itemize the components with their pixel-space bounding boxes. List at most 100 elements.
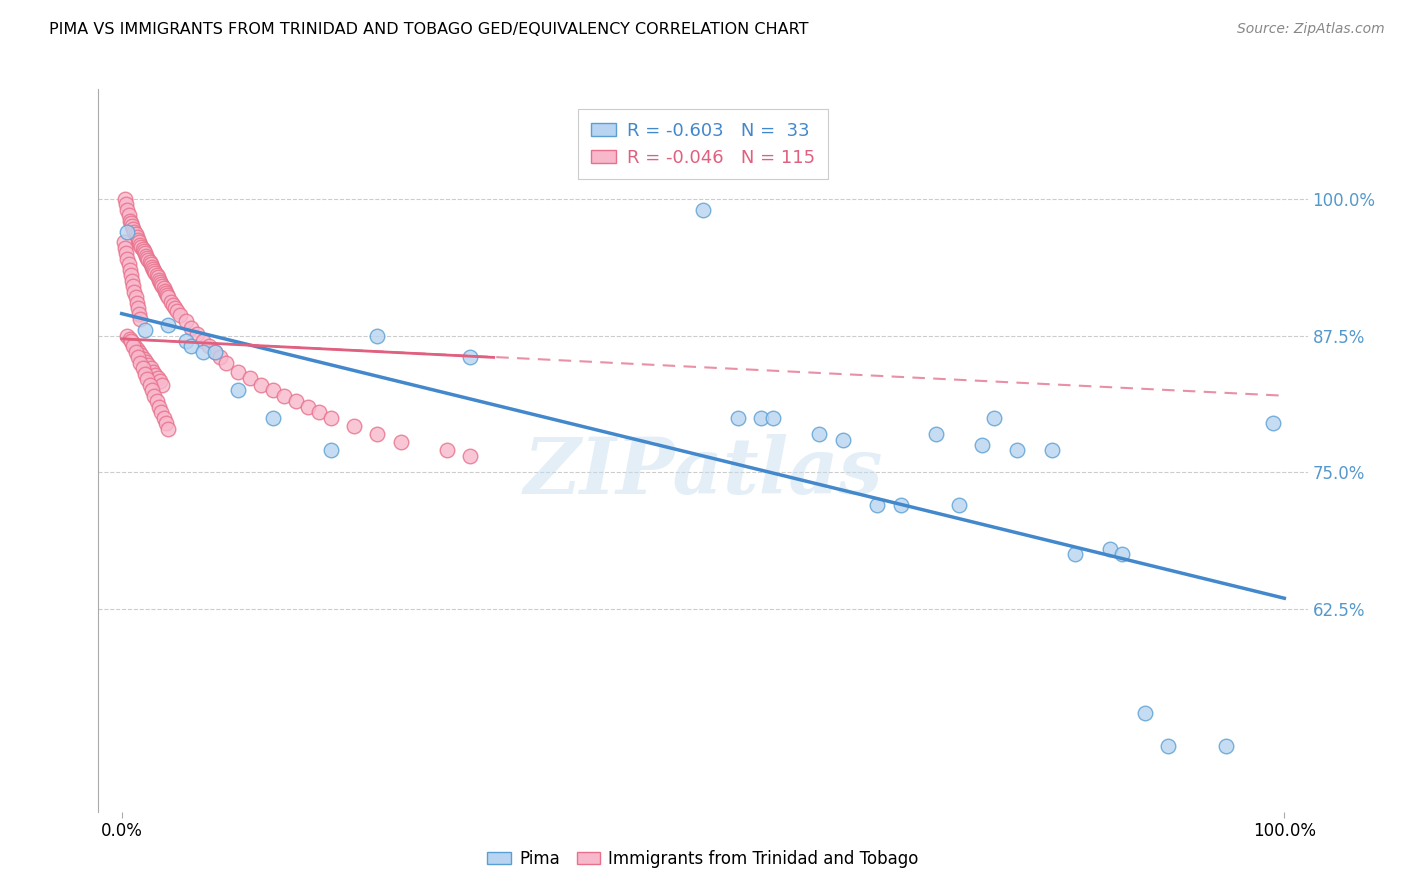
Point <box>124 345 146 359</box>
Point <box>1157 739 1180 753</box>
Point <box>1064 548 1087 562</box>
Point <box>135 355 157 369</box>
Point <box>180 339 202 353</box>
Point <box>120 334 142 348</box>
Point <box>139 361 162 376</box>
Point <box>152 410 174 425</box>
Point <box>186 327 208 342</box>
Point <box>319 443 342 458</box>
Point <box>149 375 172 389</box>
Point <box>226 365 249 379</box>
Point <box>727 410 749 425</box>
Point <box>150 405 173 419</box>
Point <box>343 419 366 434</box>
Point <box>128 235 150 250</box>
Point <box>139 257 162 271</box>
Point <box>117 202 139 217</box>
Point <box>114 241 136 255</box>
Point <box>152 281 174 295</box>
Point <box>146 270 169 285</box>
Point <box>1005 443 1028 458</box>
Point <box>808 427 831 442</box>
Point <box>174 314 197 328</box>
Point <box>127 351 149 365</box>
Point <box>125 342 148 356</box>
Point <box>150 377 173 392</box>
Point <box>148 400 170 414</box>
Point <box>129 312 152 326</box>
Point <box>122 339 145 353</box>
Point <box>165 301 187 315</box>
Point <box>118 208 141 222</box>
Point <box>122 279 145 293</box>
Point <box>1133 706 1156 721</box>
Point <box>131 240 153 254</box>
Point <box>142 261 165 276</box>
Point <box>136 372 159 386</box>
Point <box>124 225 146 239</box>
Point <box>131 361 153 376</box>
Point <box>762 410 785 425</box>
Point <box>366 328 388 343</box>
Point <box>134 246 156 260</box>
Point <box>983 410 1005 425</box>
Point <box>121 274 143 288</box>
Point <box>150 277 173 291</box>
Point <box>924 427 946 442</box>
Point <box>155 285 177 300</box>
Point <box>127 233 149 247</box>
Point <box>138 255 160 269</box>
Point <box>204 345 226 359</box>
Point <box>273 389 295 403</box>
Text: PIMA VS IMMIGRANTS FROM TRINIDAD AND TOBAGO GED/EQUIVALENCY CORRELATION CHART: PIMA VS IMMIGRANTS FROM TRINIDAD AND TOB… <box>49 22 808 37</box>
Point <box>148 273 170 287</box>
Point <box>239 371 262 385</box>
Point <box>145 368 167 382</box>
Point <box>157 290 180 304</box>
Point <box>128 345 150 359</box>
Point <box>308 405 330 419</box>
Point <box>145 268 167 283</box>
Point <box>180 321 202 335</box>
Point <box>162 298 184 312</box>
Point <box>143 389 166 403</box>
Point <box>831 433 853 447</box>
Point <box>142 365 165 379</box>
Point <box>226 384 249 398</box>
Point <box>262 410 284 425</box>
Point <box>157 318 180 332</box>
Point <box>117 252 139 266</box>
Point <box>153 284 176 298</box>
Point <box>120 268 142 283</box>
Point <box>948 498 970 512</box>
Point <box>1261 416 1284 430</box>
Point <box>749 410 772 425</box>
Point <box>970 438 993 452</box>
Point <box>1098 541 1121 556</box>
Point <box>1111 548 1133 562</box>
Point <box>890 498 912 512</box>
Point <box>117 225 139 239</box>
Point <box>131 348 153 362</box>
Point <box>191 334 214 348</box>
Point <box>215 356 238 370</box>
Point <box>138 377 160 392</box>
Point <box>191 345 214 359</box>
Point <box>460 449 482 463</box>
Point <box>319 410 342 425</box>
Point <box>436 443 458 458</box>
Point <box>129 237 152 252</box>
Point <box>138 358 160 372</box>
Point <box>134 367 156 381</box>
Point <box>122 222 145 236</box>
Point <box>169 308 191 322</box>
Point <box>174 334 197 348</box>
Point <box>204 345 226 359</box>
Point <box>124 290 146 304</box>
Point <box>866 498 889 512</box>
Point <box>198 339 221 353</box>
Point <box>124 338 146 352</box>
Point <box>150 279 173 293</box>
Point <box>127 301 149 315</box>
Text: Source: ZipAtlas.com: Source: ZipAtlas.com <box>1237 22 1385 37</box>
